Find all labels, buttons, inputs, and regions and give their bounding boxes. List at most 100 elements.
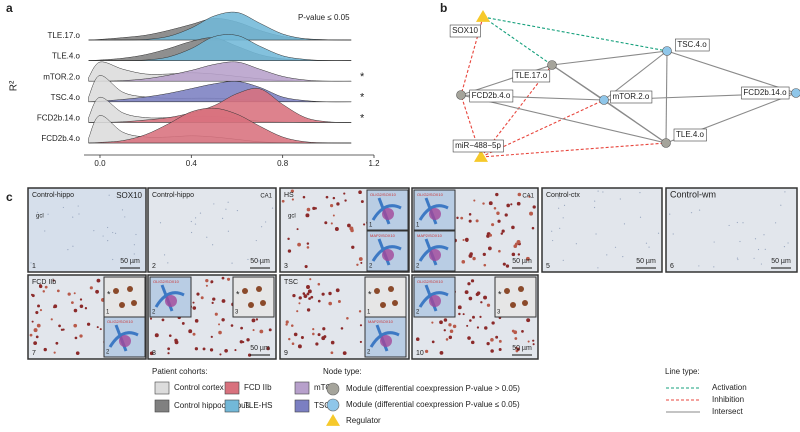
cell — [304, 264, 308, 269]
cell — [495, 192, 499, 197]
cell — [763, 234, 765, 236]
node-label: TLE.17.o — [512, 69, 551, 83]
cell — [192, 332, 196, 336]
cell — [194, 319, 199, 323]
cell — [501, 229, 505, 233]
legend-swatch — [294, 381, 310, 395]
cell — [210, 335, 213, 338]
cell — [563, 204, 566, 206]
cell — [167, 352, 170, 355]
region-label: gcl — [36, 214, 44, 220]
inset-cell — [256, 286, 262, 292]
cell — [154, 333, 159, 338]
cell — [484, 326, 488, 330]
panel-number: 9 — [284, 350, 288, 357]
cell — [194, 217, 197, 219]
cell — [218, 330, 222, 335]
cell — [713, 241, 715, 243]
inset-stain-label: OLIG2/SOX10 — [417, 279, 444, 284]
cell — [506, 203, 510, 208]
cell — [132, 261, 134, 263]
inset-cell — [392, 300, 398, 306]
cell — [597, 190, 599, 192]
node-label-text: SOX10 — [452, 26, 478, 35]
cell — [498, 249, 501, 253]
panel-number: 2 — [152, 263, 156, 270]
cell — [736, 221, 738, 224]
cell — [532, 343, 535, 346]
cell — [462, 238, 465, 242]
cell — [108, 194, 110, 196]
cell — [784, 191, 786, 193]
micrograph — [147, 187, 277, 273]
cell — [99, 328, 102, 331]
cell — [169, 196, 171, 198]
x-tick-label: 1.2 — [368, 159, 380, 168]
inset — [364, 276, 407, 318]
cell — [205, 284, 208, 287]
panel-number: 10 — [416, 350, 424, 357]
node-label-text: FCD2b.4.o — [472, 91, 511, 100]
panel-number: 5 — [546, 263, 550, 270]
cell — [334, 227, 339, 231]
network-edge — [482, 16, 668, 52]
cell — [317, 282, 321, 286]
cell — [472, 256, 476, 261]
cell — [194, 347, 199, 351]
inset-cell — [518, 286, 524, 292]
cell — [431, 321, 434, 324]
cell — [343, 192, 346, 195]
y-tick-label: TSC.4.o — [51, 93, 81, 102]
node-label-text: TSC.4.o — [677, 40, 707, 49]
cell — [358, 257, 363, 261]
cell — [669, 213, 671, 215]
cell — [551, 230, 553, 232]
inset-stain-label: OLIG2/SOX10 — [107, 319, 134, 324]
cell — [67, 249, 69, 251]
inset — [232, 276, 275, 318]
micrograph — [665, 187, 798, 273]
cell — [30, 262, 32, 264]
cell — [460, 216, 464, 220]
cell — [221, 217, 224, 219]
node-label-box — [675, 38, 710, 52]
cell — [73, 323, 78, 328]
ridge-area — [88, 11, 352, 41]
region-label: gcl — [288, 214, 296, 220]
module-node — [456, 90, 466, 100]
inset-stain-label: MAP2/SOX10 — [368, 319, 394, 324]
cell — [510, 203, 513, 206]
cell — [466, 324, 469, 327]
cell — [491, 321, 495, 325]
inset-number: 2 — [369, 264, 373, 270]
node-label-box — [469, 89, 514, 103]
cell — [212, 244, 214, 246]
cell — [296, 310, 299, 313]
cell — [475, 219, 479, 223]
cell — [526, 318, 531, 323]
cell — [486, 303, 491, 307]
cell — [219, 353, 222, 356]
cell — [698, 209, 701, 211]
cell — [360, 200, 364, 204]
node-label: SOX10 — [449, 24, 481, 38]
cell — [265, 221, 267, 223]
node-label: mTOR.2.o — [610, 90, 653, 104]
ridge-area — [88, 61, 352, 82]
cell — [194, 223, 197, 225]
cell — [102, 235, 104, 237]
cell — [504, 213, 508, 217]
cell — [443, 329, 446, 332]
cell — [602, 191, 604, 193]
node-label: TLE.4.o — [673, 128, 707, 142]
cell — [698, 265, 700, 267]
cell — [502, 262, 506, 266]
inset-number: 1 — [367, 310, 371, 316]
cell — [559, 227, 561, 229]
node-label-text: TLE.4.o — [676, 130, 705, 139]
legend-label: FCD IIb — [244, 383, 272, 392]
cell — [713, 266, 715, 268]
cell — [452, 324, 457, 329]
cell — [516, 347, 520, 351]
cell — [562, 217, 564, 219]
